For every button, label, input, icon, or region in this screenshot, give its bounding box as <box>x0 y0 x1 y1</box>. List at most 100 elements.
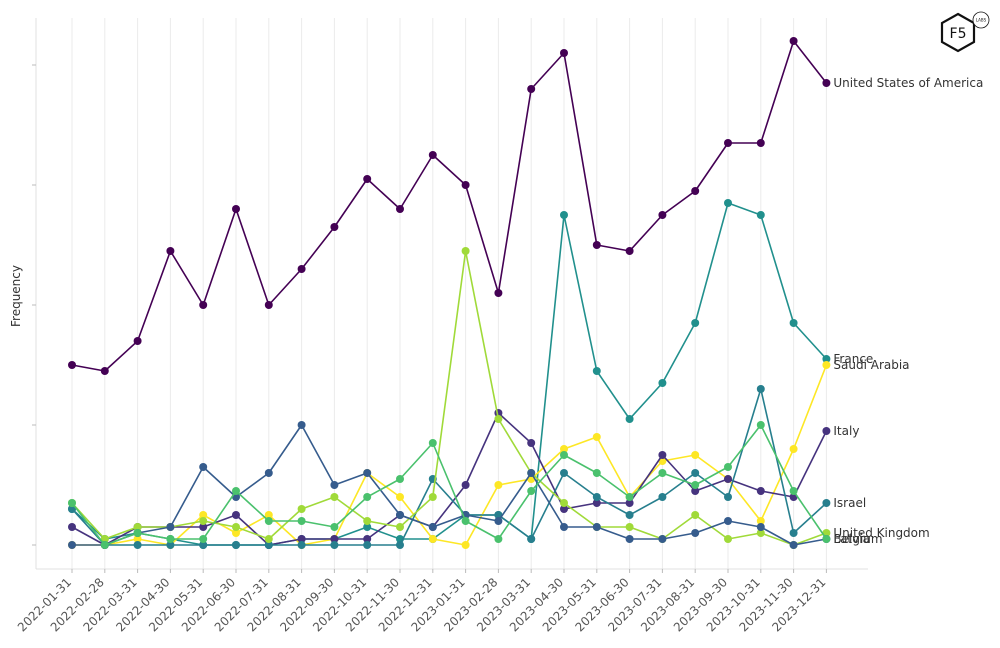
series-line-3 <box>71 412 828 546</box>
series-line-4 <box>71 388 827 546</box>
data-point-7-5 <box>232 487 240 495</box>
data-point-4-6 <box>264 541 273 549</box>
data-point-3-15 <box>560 505 568 513</box>
data-point-7-6 <box>264 517 273 525</box>
data-point-0-10 <box>396 205 404 213</box>
data-point-5-11 <box>428 493 437 501</box>
data-point-2-16 <box>592 433 601 441</box>
data-point-5-19 <box>691 511 700 519</box>
data-point-3-7 <box>297 535 306 543</box>
data-point-1-9 <box>363 523 372 531</box>
data-point-0-0 <box>68 361 76 369</box>
data-point-2-13 <box>494 481 503 489</box>
data-point-7-0 <box>68 499 76 507</box>
data-point-2-21 <box>756 517 765 525</box>
data-point-6-7 <box>297 421 306 429</box>
data-point-5-1 <box>100 535 109 543</box>
data-point-0-1 <box>100 367 109 375</box>
data-point-0-16 <box>592 241 601 249</box>
end-label-5: United Kingdom <box>833 526 929 540</box>
data-point-4-0 <box>68 505 76 513</box>
data-point-4-19 <box>691 469 700 477</box>
data-point-4-20 <box>724 493 732 501</box>
data-point-5-4 <box>199 517 208 525</box>
data-point-3-12 <box>461 481 470 489</box>
data-point-6-8 <box>330 481 339 489</box>
data-point-3-16 <box>592 499 601 507</box>
f5-labs-logo: F5 LABS <box>940 11 990 53</box>
data-point-0-13 <box>494 289 503 297</box>
data-point-0-12 <box>461 181 470 189</box>
data-point-1-16 <box>592 367 601 375</box>
data-point-7-22 <box>789 487 798 495</box>
data-point-6-15 <box>560 523 568 531</box>
data-point-1-19 <box>691 319 700 327</box>
data-point-2-5 <box>232 529 240 537</box>
end-label-1: France <box>833 352 873 366</box>
data-point-7-3 <box>166 535 175 543</box>
data-point-6-16 <box>592 523 601 531</box>
data-point-0-7 <box>297 265 306 273</box>
data-point-2-4 <box>199 511 208 519</box>
data-point-0-6 <box>264 301 273 309</box>
data-point-7-17 <box>625 493 634 501</box>
data-point-1-18 <box>658 379 667 387</box>
data-point-7-23 <box>822 535 831 543</box>
series-line-1 <box>71 202 827 546</box>
data-point-0-18 <box>658 211 667 219</box>
y-axis-title: Frequency <box>9 265 23 327</box>
data-point-3-5 <box>232 511 240 519</box>
data-point-5-20 <box>724 535 732 543</box>
data-point-6-19 <box>691 529 700 537</box>
data-point-2-11 <box>428 535 437 543</box>
data-point-5-21 <box>756 529 765 537</box>
data-point-4-4 <box>199 541 208 549</box>
data-point-0-15 <box>560 49 568 57</box>
data-point-4-21 <box>756 385 765 393</box>
data-point-2-10 <box>396 493 404 501</box>
data-point-7-10 <box>396 475 404 483</box>
series-line-0 <box>71 40 828 372</box>
data-point-4-15 <box>560 469 568 477</box>
data-point-5-15 <box>560 499 568 507</box>
end-label-4: Israel <box>833 496 866 510</box>
data-point-7-11 <box>428 439 437 447</box>
series-united-states-of-america <box>68 37 831 375</box>
data-point-5-5 <box>232 523 240 531</box>
end-label-6: Belgium <box>833 532 882 546</box>
data-point-1-22 <box>789 319 798 327</box>
data-point-4-16 <box>592 493 601 501</box>
data-point-0-23 <box>822 79 831 87</box>
data-point-2-6 <box>264 511 273 519</box>
data-point-3-21 <box>756 487 765 495</box>
logo-main-text: F5 <box>950 26 967 42</box>
data-point-7-12 <box>461 517 470 525</box>
series-line-2 <box>72 364 828 546</box>
data-point-4-14 <box>527 535 536 543</box>
data-point-5-6 <box>264 535 273 543</box>
logo-sub-text: LABS <box>976 18 987 23</box>
series-line-7 <box>71 424 828 546</box>
data-point-0-11 <box>428 151 437 159</box>
data-point-0-8 <box>330 223 339 231</box>
data-point-4-17 <box>625 511 634 519</box>
data-point-0-2 <box>133 337 142 345</box>
data-point-3-4 <box>199 523 208 531</box>
data-point-4-5 <box>232 541 240 549</box>
data-point-1-20 <box>724 199 732 207</box>
data-point-5-2 <box>133 523 142 531</box>
data-point-6-6 <box>264 469 273 477</box>
data-point-5-7 <box>297 505 306 513</box>
data-point-6-21 <box>756 523 765 531</box>
data-point-4-18 <box>658 493 667 501</box>
data-point-5-12 <box>461 247 470 255</box>
data-point-6-11 <box>428 523 437 531</box>
end-label-3: Italy <box>833 424 859 438</box>
data-point-7-16 <box>592 469 601 477</box>
data-point-7-15 <box>560 451 568 459</box>
series-italy <box>68 409 831 549</box>
data-point-6-14 <box>527 469 536 477</box>
data-point-7-14 <box>527 487 536 495</box>
end-label-7: Latvia <box>833 532 870 546</box>
data-point-0-17 <box>625 247 634 255</box>
